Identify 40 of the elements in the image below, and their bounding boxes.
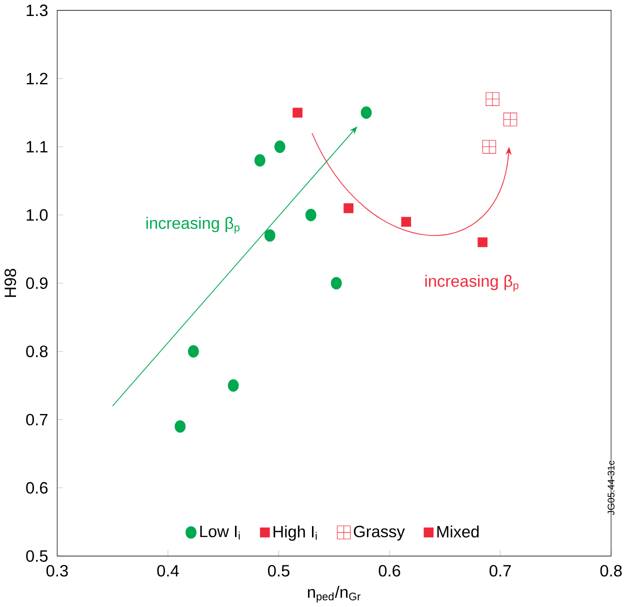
x-tick-label: 0.6: [378, 564, 400, 577]
point: [264, 229, 276, 242]
y-tick-label: 0.5: [26, 550, 48, 562]
point: [344, 203, 354, 214]
point: [188, 345, 199, 358]
legend-label: Mixed: [437, 525, 479, 538]
legend-label: Grassy: [354, 526, 405, 541]
y-tick-label: 1.0: [26, 209, 48, 221]
point: [482, 140, 496, 154]
x-axis-title: n$_{ped}$/n$_{Gr}$: [308, 586, 360, 602]
point: [360, 106, 372, 119]
legend-label: Low I$_{i}$: [200, 526, 240, 540]
point: [478, 237, 488, 248]
point: [330, 276, 342, 290]
annotation: JG05.44-31c: [608, 460, 614, 516]
x-tick-label: 0.8: [600, 564, 622, 577]
x-tick-label: 0.3: [46, 564, 68, 577]
y-tick-label: 0.7: [26, 414, 48, 426]
point: [292, 108, 302, 118]
y-tick-label: 1.3: [26, 4, 48, 16]
annotation: increasing β$_{p}$: [146, 216, 240, 234]
y-tick-label: 0.9: [26, 277, 48, 289]
y-tick-label: 1.2: [26, 72, 48, 84]
legend-label: High I$_{i}$: [274, 525, 317, 541]
point: [174, 420, 186, 433]
point: [274, 140, 286, 153]
point: [228, 379, 239, 392]
point: [254, 154, 266, 167]
y-axis-title: H98: [4, 268, 16, 297]
y-tick-label: 0.8: [26, 346, 48, 358]
point: [305, 208, 316, 222]
point: [401, 216, 412, 227]
point: [503, 112, 518, 126]
y-tick-label: 1.1: [26, 141, 48, 152]
annotation: increasing β$_{p}$: [425, 274, 518, 292]
x-tick-label: 0.4: [157, 564, 179, 577]
x-tick-label: 0.7: [490, 564, 511, 577]
x-tick-label: 0.5: [268, 564, 290, 577]
point: [486, 92, 500, 106]
y-tick-label: 0.6: [26, 482, 48, 494]
